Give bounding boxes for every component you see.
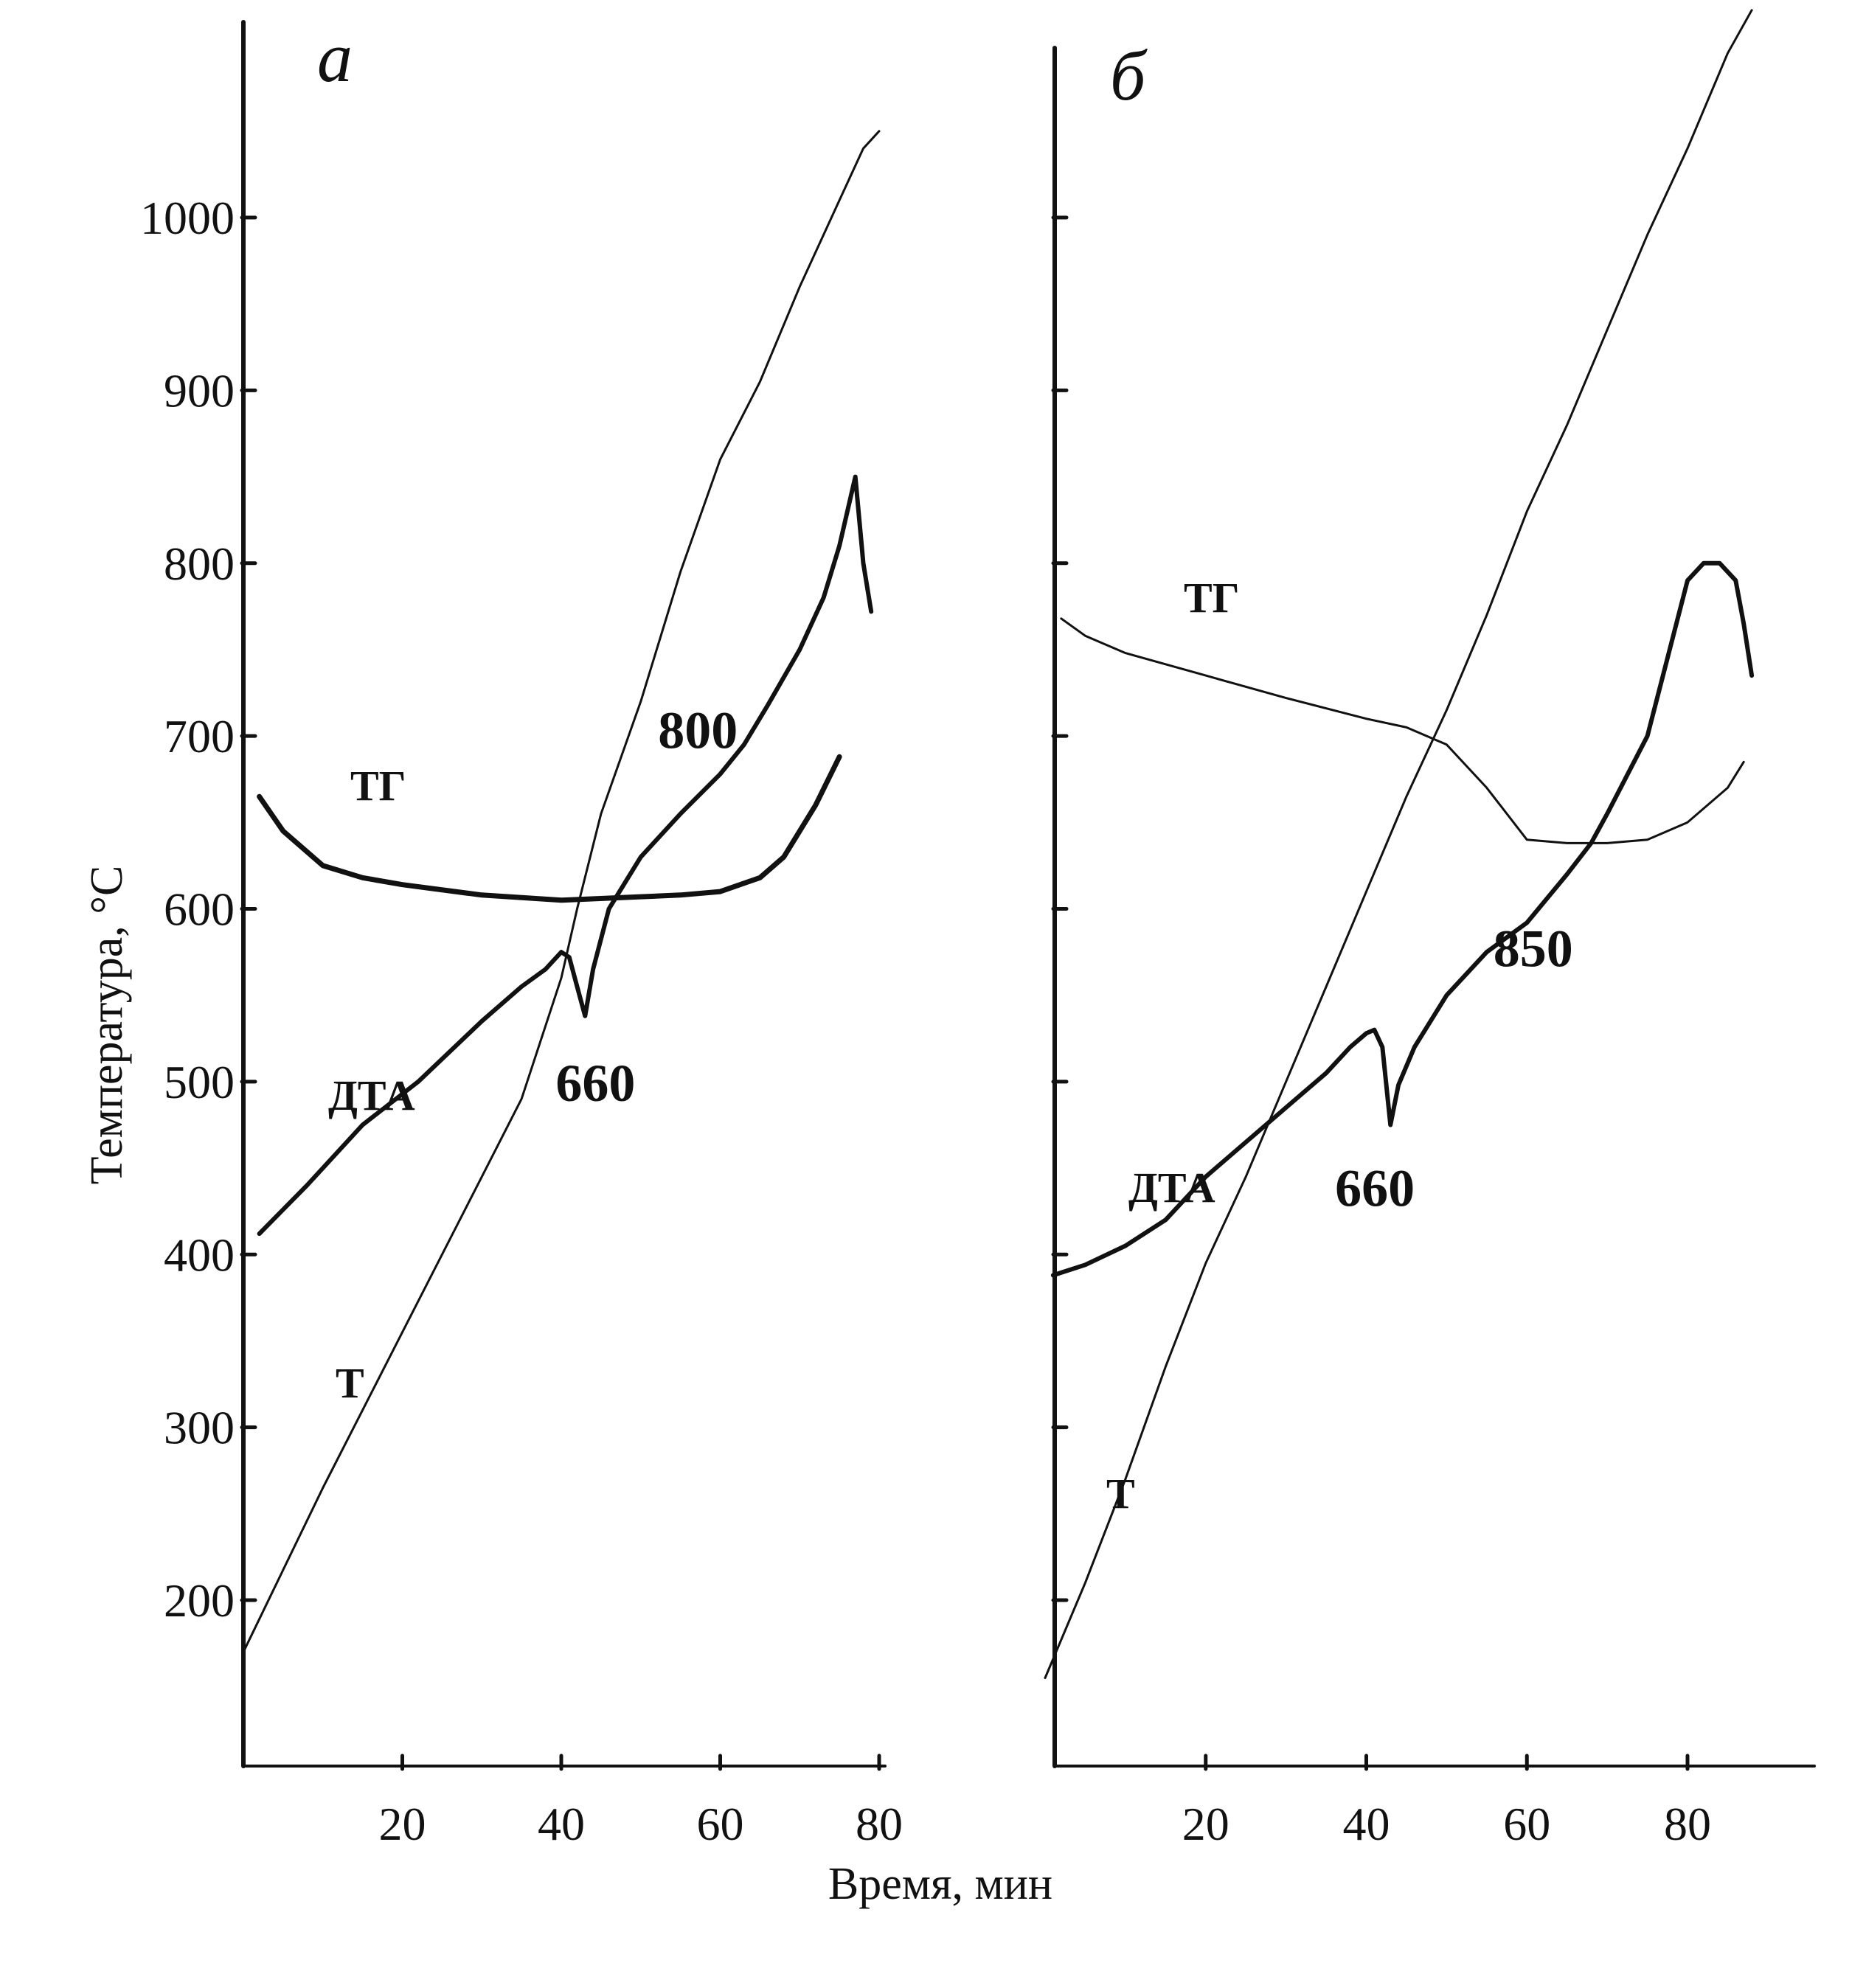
peak-annotation: 800 bbox=[658, 701, 738, 760]
x-tick-label: 40 bbox=[1343, 1798, 1390, 1850]
panel-a: а 20 40 60 80 200 300 400 500 600 700 800 900 1000 Т ТГ… bbox=[140, 18, 903, 1850]
x-tick-label: 80 bbox=[856, 1798, 903, 1850]
y-tick-label: 800 bbox=[164, 538, 235, 590]
y-tick-label: 500 bbox=[164, 1056, 235, 1108]
series-label: ТГ bbox=[1184, 574, 1240, 622]
x-tick-label: 60 bbox=[697, 1798, 744, 1850]
curve-tg bbox=[1060, 617, 1745, 844]
series-label: ДТА bbox=[1128, 1164, 1215, 1212]
curve-dta bbox=[1050, 560, 1755, 1278]
y-tick-label: 1000 bbox=[140, 192, 235, 244]
y-tick-label: 700 bbox=[164, 710, 235, 762]
y-tick-label: 900 bbox=[164, 364, 235, 417]
y-tick-label: 300 bbox=[164, 1402, 235, 1454]
x-tick-label: 40 bbox=[538, 1798, 585, 1850]
x-axis-label: Время, мин bbox=[828, 1859, 1052, 1909]
curve-t bbox=[1044, 9, 1753, 1679]
series-label: ДТА bbox=[328, 1071, 415, 1119]
curve-dta bbox=[257, 474, 874, 1237]
peak-annotation: 660 bbox=[1335, 1158, 1415, 1217]
series-label: Т bbox=[336, 1359, 364, 1407]
peak-annotation: 660 bbox=[555, 1054, 635, 1113]
y-tick-label: 600 bbox=[164, 883, 235, 936]
peak-annotation: 850 bbox=[1494, 920, 1573, 979]
panel-letter: б bbox=[1110, 36, 1148, 115]
x-tick-label: 80 bbox=[1664, 1798, 1711, 1850]
x-tick-label: 20 bbox=[1182, 1798, 1229, 1850]
x-tick-label: 60 bbox=[1503, 1798, 1550, 1850]
y-axis-label: Температура, °С bbox=[82, 866, 132, 1185]
curve-t bbox=[242, 130, 881, 1653]
series-label: Т bbox=[1106, 1470, 1135, 1518]
series-label: ТГ bbox=[350, 762, 406, 810]
panel-b: б 20 40 60 80 Т ТГ ДТА 660 850 bbox=[1044, 9, 1816, 1850]
panel-letter: а bbox=[317, 18, 353, 97]
y-tick-label: 200 bbox=[164, 1574, 235, 1627]
y-tick-label: 400 bbox=[164, 1228, 235, 1281]
curve-tg bbox=[257, 754, 842, 903]
x-tick-label: 20 bbox=[379, 1798, 426, 1850]
